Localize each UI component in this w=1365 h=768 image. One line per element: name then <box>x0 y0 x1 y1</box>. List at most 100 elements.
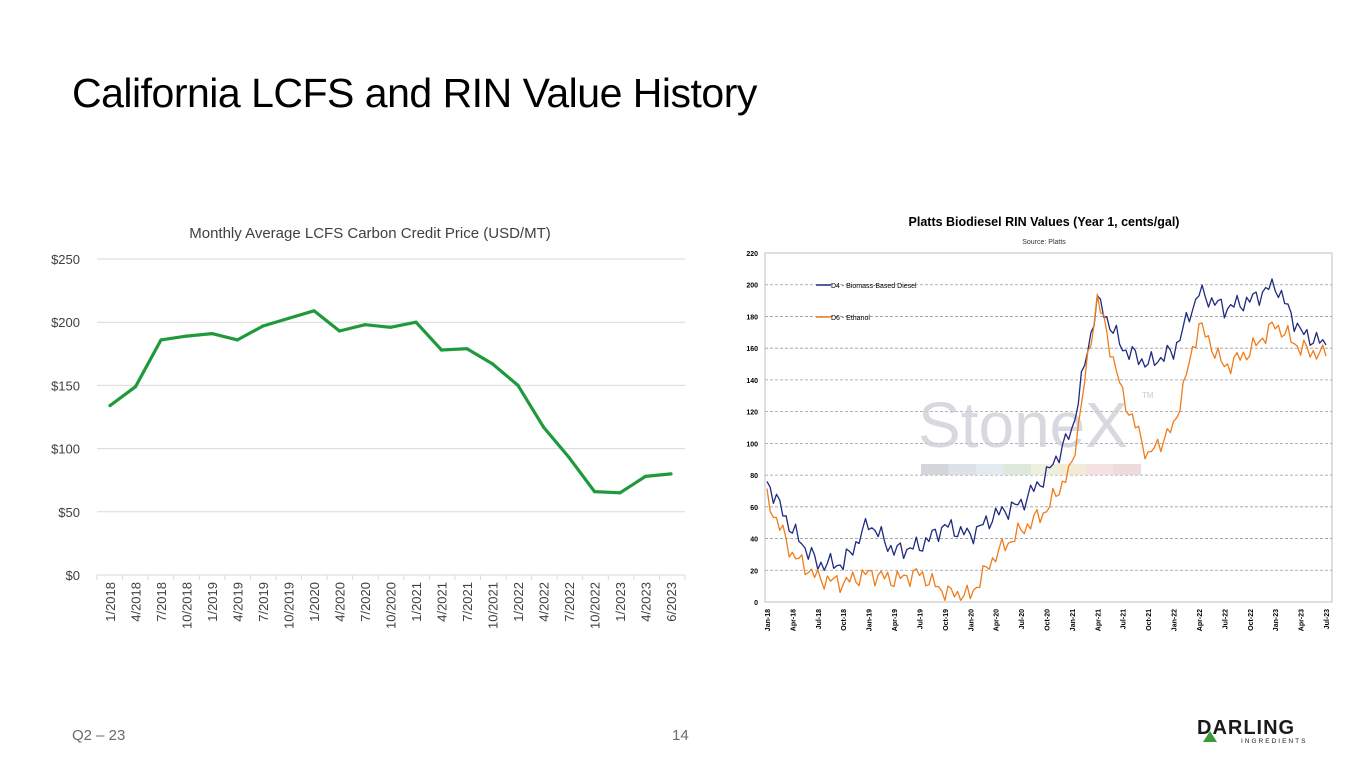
x-tick-label: 6/2023 <box>664 582 679 622</box>
plot-area <box>764 252 1333 603</box>
watermark-color-bar <box>1031 464 1059 475</box>
watermark-color-bar <box>948 464 976 475</box>
x-tick-label: 4/2020 <box>333 582 348 622</box>
x-tick-label: Oct-20 <box>1045 609 1052 631</box>
logo-sub: INGREDIENTS <box>1241 738 1307 745</box>
lcfs-chart: Monthly Average LCFS Carbon Credit Price… <box>51 225 686 629</box>
y-tick-label: 220 <box>746 251 758 258</box>
page-title: California LCFS and RIN Value History <box>72 70 757 116</box>
lcfs-data-point <box>108 404 112 408</box>
x-tick-label: 7/2019 <box>256 582 271 622</box>
y-tick-label: $100 <box>51 442 80 457</box>
x-tick-label: 10/2020 <box>384 582 399 629</box>
x-tick-label: 1/2023 <box>613 582 628 622</box>
watermark-color-bar <box>921 464 949 475</box>
x-tick-label: Apr-20 <box>994 609 1001 631</box>
lcfs-data-point <box>133 385 138 389</box>
lcfs-data-point <box>159 338 163 342</box>
y-tick-label: $0 <box>66 568 80 583</box>
lcfs-data-point <box>541 425 546 429</box>
x-tick-label: Oct-21 <box>1146 609 1153 631</box>
x-tick-label: Apr-18 <box>790 609 797 631</box>
y-tick-label: 140 <box>746 378 758 385</box>
lcfs-data-point <box>184 334 189 338</box>
x-tick-label: 7/2020 <box>358 582 373 622</box>
x-tick-label: 1/2022 <box>511 582 526 622</box>
watermark-color-bar <box>1058 464 1086 475</box>
x-tick-label: 10/2019 <box>282 582 297 629</box>
x-tick-label: 1/2019 <box>205 582 220 622</box>
x-tick-label: 10/2021 <box>486 582 501 629</box>
x-tick-label: Jul-22 <box>1222 609 1229 629</box>
lcfs-data-point <box>567 455 571 460</box>
x-tick-label: Apr-23 <box>1299 609 1306 631</box>
x-tick-label: Apr-22 <box>1197 609 1204 631</box>
x-tick-label: Jul-21 <box>1121 609 1128 629</box>
lcfs-data-point <box>337 329 342 333</box>
x-tick-label: Jan-21 <box>1070 609 1077 631</box>
y-tick-label: 0 <box>754 600 758 607</box>
legend-label: D6 - Ethanol <box>831 315 870 322</box>
y-tick-label: $200 <box>51 315 80 330</box>
lcfs-data-point <box>669 472 673 476</box>
x-tick-label: Jan-20 <box>968 609 975 631</box>
rin-chart: Platts Biodiesel RIN Values (Year 1, cen… <box>746 215 1333 631</box>
x-tick-label: Jan-23 <box>1273 609 1280 631</box>
x-tick-label: 7/2021 <box>460 582 475 622</box>
rin-series-line-d6 <box>766 293 1327 602</box>
legend-label: D4 - Biomass-Based Diesel <box>831 283 917 290</box>
logo-name: DARLING <box>1197 717 1295 739</box>
x-tick-label: Jul-23 <box>1324 609 1331 629</box>
y-tick-label: $50 <box>58 505 80 520</box>
x-tick-label: 4/2018 <box>129 582 144 622</box>
lcfs-data-point <box>210 331 214 336</box>
y-tick-label: $150 <box>51 378 80 393</box>
lcfs-data-point <box>235 338 240 342</box>
x-tick-label: Jul-19 <box>917 609 924 629</box>
page-number: 14 <box>672 727 689 744</box>
watermark-color-bar <box>976 464 1004 475</box>
y-tick-label: 80 <box>750 473 758 480</box>
stonex-watermark: StoneX <box>918 389 1128 461</box>
lcfs-data-point <box>286 316 291 321</box>
chart-title: Monthly Average LCFS Carbon Credit Price… <box>189 225 551 242</box>
chart-title: Platts Biodiesel RIN Values (Year 1, cen… <box>909 215 1180 229</box>
y-tick-label: 40 <box>750 537 758 544</box>
x-tick-label: Apr-21 <box>1095 609 1102 631</box>
x-tick-label: Oct-18 <box>841 609 848 631</box>
x-tick-label: 4/2023 <box>639 582 654 622</box>
footer-quarter: Q2 – 23 <box>72 727 126 744</box>
lcfs-data-point <box>643 474 648 479</box>
lcfs-data-point <box>363 323 367 327</box>
lcfs-data-point <box>465 347 469 351</box>
x-tick-label: Oct-22 <box>1248 609 1255 631</box>
x-tick-label: Oct-19 <box>943 609 950 631</box>
y-tick-label: 160 <box>746 346 758 353</box>
x-tick-label: Apr-19 <box>892 609 899 631</box>
x-tick-label: Jan-18 <box>765 609 772 631</box>
chart-subtitle: Source: Platts <box>1022 239 1066 246</box>
x-tick-label: 4/2022 <box>537 582 552 622</box>
x-tick-label: 1/2021 <box>409 582 424 622</box>
x-tick-label: Jan-22 <box>1172 609 1179 631</box>
lcfs-data-point <box>388 325 393 329</box>
y-tick-label: $250 <box>51 252 80 267</box>
lcfs-data-point <box>312 309 316 313</box>
x-tick-label: 1/2018 <box>103 582 118 622</box>
x-tick-label: Jan-19 <box>867 609 874 631</box>
lcfs-data-point <box>490 362 495 366</box>
x-tick-label: Jul-20 <box>1019 609 1026 629</box>
y-tick-label: 200 <box>746 283 758 290</box>
lcfs-data-point <box>414 320 418 324</box>
x-tick-label: Jul-18 <box>816 609 823 629</box>
company-logo: DARLING INGREDIENTS <box>1197 717 1307 745</box>
y-tick-label: 180 <box>746 314 758 321</box>
rin-series-line-d4 <box>766 278 1327 571</box>
lcfs-data-point <box>439 348 444 352</box>
watermark-color-bar <box>1113 464 1141 475</box>
lcfs-series-line <box>109 309 672 495</box>
watermark-tm: TM <box>1142 391 1154 400</box>
watermark-color-bar <box>1003 464 1031 475</box>
x-tick-label: 4/2019 <box>231 582 246 622</box>
x-tick-label: 4/2021 <box>435 582 450 622</box>
